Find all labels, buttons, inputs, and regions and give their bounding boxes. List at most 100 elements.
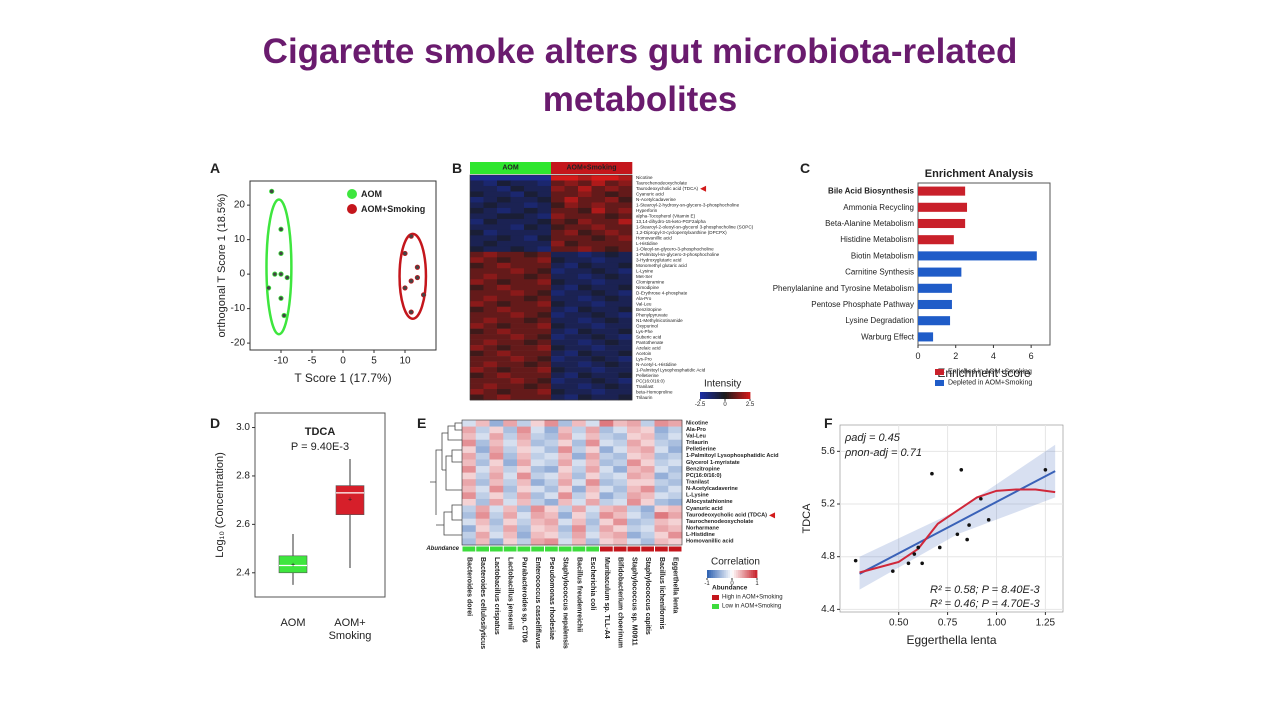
heatmap-cell	[497, 185, 511, 192]
heatmap-cell	[591, 350, 606, 357]
heatmap-cell	[517, 426, 532, 434]
row-label: N-Acetylcadaverine	[636, 197, 676, 202]
row-label: Ala-Pro	[636, 296, 652, 301]
column-label: Eggerthella lenta	[672, 557, 679, 614]
heatmap-cell	[558, 525, 573, 533]
heatmap-cell	[517, 459, 532, 467]
heatmap-cell	[605, 246, 619, 253]
heatmap-cell	[510, 350, 525, 357]
heatmap-cell	[627, 420, 642, 427]
heatmap-frame	[469, 174, 633, 401]
column-label: Escherichia coli	[589, 557, 596, 610]
abundance-cell	[476, 546, 489, 552]
heatmap-cell	[599, 498, 614, 506]
heatmap-cell	[470, 202, 484, 209]
heatmap-cell	[564, 317, 579, 324]
column-label: Enterococcus casseliflavus	[534, 557, 541, 649]
heatmap-cell	[497, 345, 511, 351]
heatmap-cell	[618, 389, 633, 395]
heatmap-cell	[599, 485, 614, 493]
heatmap-cell	[537, 339, 552, 346]
heatmap-cell	[475, 452, 490, 460]
point	[408, 278, 414, 284]
heatmap-cell	[551, 180, 565, 187]
heatmap-cell	[654, 479, 669, 487]
heatmap-cell	[572, 446, 587, 454]
heatmap-cell	[462, 538, 477, 546]
heatmap-cell	[497, 312, 511, 318]
heatmap-cell	[564, 394, 579, 401]
heatmap-cell	[510, 257, 525, 264]
heatmap-cell	[564, 372, 579, 379]
heatmap-cell	[489, 492, 504, 500]
heatmap-cell	[599, 531, 614, 539]
heatmap-cell	[462, 466, 477, 473]
fit-line	[859, 470, 1056, 575]
heatmap-cell	[470, 279, 484, 286]
heatmap-cell	[591, 367, 606, 373]
heatmap-cell	[537, 350, 552, 357]
heatmap-cell	[618, 328, 633, 335]
heatmap-cell	[497, 191, 511, 198]
point	[284, 274, 290, 281]
heatmap-cell	[524, 301, 538, 308]
heatmap-cell	[558, 420, 573, 427]
heatmap-cell	[483, 323, 498, 329]
heatmap-cell	[551, 284, 565, 291]
colorbar-segment	[729, 392, 732, 399]
heatmap-cell	[613, 426, 628, 434]
heatmap-cell	[524, 185, 538, 192]
heatmap-cell	[640, 485, 655, 493]
heatmap-cell	[510, 180, 525, 187]
heatmap-cell	[510, 317, 525, 324]
heatmap-cell	[497, 251, 511, 258]
heatmap-cell	[572, 485, 587, 493]
panel-letter: F	[824, 415, 833, 431]
point	[420, 292, 427, 298]
heatmap-cell	[510, 229, 525, 236]
heatmap-cell	[537, 213, 552, 220]
heatmap-cell	[627, 525, 642, 533]
panel-letter: E	[417, 415, 426, 431]
heatmap-cell	[483, 202, 498, 209]
category-label: Pentose Phosphate Pathway	[811, 300, 914, 309]
heatmap-cell	[572, 492, 587, 500]
point	[414, 274, 420, 281]
heatmap-cell	[537, 295, 552, 302]
row-label: 1,2-Dipropyl-3-cyclopentylxanthine (DPCP…	[636, 230, 727, 235]
heatmap-cell	[599, 459, 614, 467]
heatmap-cell	[483, 235, 498, 242]
heatmap-cell	[462, 505, 477, 513]
heatmap-cell	[483, 306, 498, 313]
colorbar-segment	[706, 392, 709, 399]
heatmap-cell	[503, 439, 518, 447]
heatmap-cell	[564, 268, 579, 275]
heatmap-cell	[503, 538, 518, 546]
heatmap-cell	[544, 466, 559, 473]
heatmap-cell	[564, 389, 579, 395]
heatmap-cell	[551, 196, 565, 203]
heatmap-cell	[618, 262, 633, 269]
colorbar-segment	[722, 392, 726, 399]
abundance-cell	[600, 546, 613, 552]
heatmap-cell	[605, 175, 619, 181]
category-label: Carnitine Synthesis	[845, 268, 914, 277]
heatmap-cell	[524, 383, 538, 390]
heatmap-cell	[462, 525, 477, 533]
colorbar-segment	[733, 392, 736, 399]
heatmap-cell	[558, 538, 573, 546]
heatmap-cell	[564, 229, 579, 236]
heatmap-cell	[618, 323, 633, 329]
heatmap-cell	[618, 361, 633, 368]
colorbar-segment	[717, 570, 720, 578]
heatmap-cell	[537, 323, 552, 329]
heatmap-cell	[599, 472, 614, 480]
heatmap-cell	[497, 367, 511, 373]
bar	[918, 218, 966, 229]
heatmap-cell	[524, 240, 538, 247]
heatmap-cell	[618, 229, 633, 236]
heatmap-cell	[497, 356, 511, 362]
heatmap-cell	[591, 372, 606, 379]
heatmap-cell	[551, 246, 565, 253]
